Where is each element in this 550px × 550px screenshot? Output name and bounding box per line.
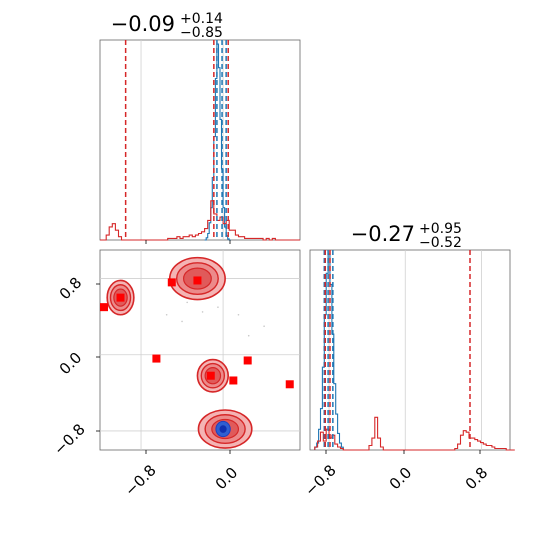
y-tick-label-neg0.8: −0.8	[50, 420, 88, 458]
red-square-marker-7	[243, 356, 252, 365]
bottom-left-xticks: −0.8 0.0	[121, 450, 241, 500]
red-square-marker-5	[206, 371, 215, 380]
faint-sample-point-2	[217, 306, 219, 308]
faint-sample-point-4	[263, 325, 265, 327]
faint-sample-point-1	[201, 311, 204, 313]
x-tick-label-0.0-right: 0.0	[386, 464, 416, 494]
bottom-right-histogram-panel: −0.27 +0.95 −0.52 −0.8 0.0 0.8	[301, 221, 515, 500]
bottom-left-scatter-panel: 0.8 0.0 −0.8 −0.8 0.0	[50, 249, 301, 500]
y-tick-label-0.8: 0.8	[56, 274, 86, 304]
blue-contour-core-0	[219, 425, 227, 433]
red-square-marker-6	[229, 376, 238, 385]
y-tick-label-0.0: 0.0	[56, 349, 86, 379]
top-left-axes-frame	[99, 39, 301, 241]
bottom-right-axes-frame	[309, 249, 511, 451]
red-square-marker-2	[167, 278, 176, 287]
top-left-title: −0.09	[111, 12, 175, 36]
bottom-right-title-value: −0.27	[351, 222, 415, 246]
top-left-red-histogram-step	[100, 200, 300, 241]
top-left-title-sub: −0.85	[180, 25, 223, 41]
faint-sample-point-6	[165, 313, 168, 316]
x-tick-label-neg0.8-right: −0.8	[301, 461, 339, 499]
bottom-right-xticks: −0.8 0.0 0.8	[301, 450, 491, 500]
red-square-marker-4	[152, 354, 161, 363]
top-left-title-sup: +0.14	[180, 11, 223, 27]
red-square-marker-1	[116, 293, 125, 302]
top-left-title-value: −0.09	[111, 12, 175, 36]
x-tick-label-0.8-right: 0.8	[462, 464, 492, 494]
bottom-right-title-sup: +0.95	[419, 221, 462, 237]
x-tick-label-0.0-left: 0.0	[212, 464, 242, 494]
bottom-right-title-sub: −0.52	[419, 235, 462, 251]
top-left-blue-histogram-step	[204, 43, 231, 241]
bottom-right-red-histogram-step	[314, 416, 515, 451]
red-square-marker-0	[100, 303, 108, 312]
red-square-marker-8	[285, 380, 294, 389]
x-tick-label-neg0.8-left: −0.8	[121, 461, 159, 499]
bottom-left-axes-frame	[99, 249, 301, 451]
faint-sample-point-7	[247, 334, 250, 337]
faint-sample-point-3	[237, 313, 240, 316]
faint-sample-point-5	[181, 320, 183, 323]
top-left-xticks	[145, 240, 231, 244]
red-square-marker-3	[193, 276, 202, 285]
bottom-right-blue-histogram-step	[314, 253, 344, 450]
bottom-left-yticks: 0.8 0.0 −0.8	[50, 274, 100, 459]
bottom-right-title: −0.27	[351, 222, 415, 246]
top-left-histogram-panel: −0.09 +0.14 −0.85	[99, 11, 301, 244]
faint-sample-point-0	[186, 301, 188, 304]
